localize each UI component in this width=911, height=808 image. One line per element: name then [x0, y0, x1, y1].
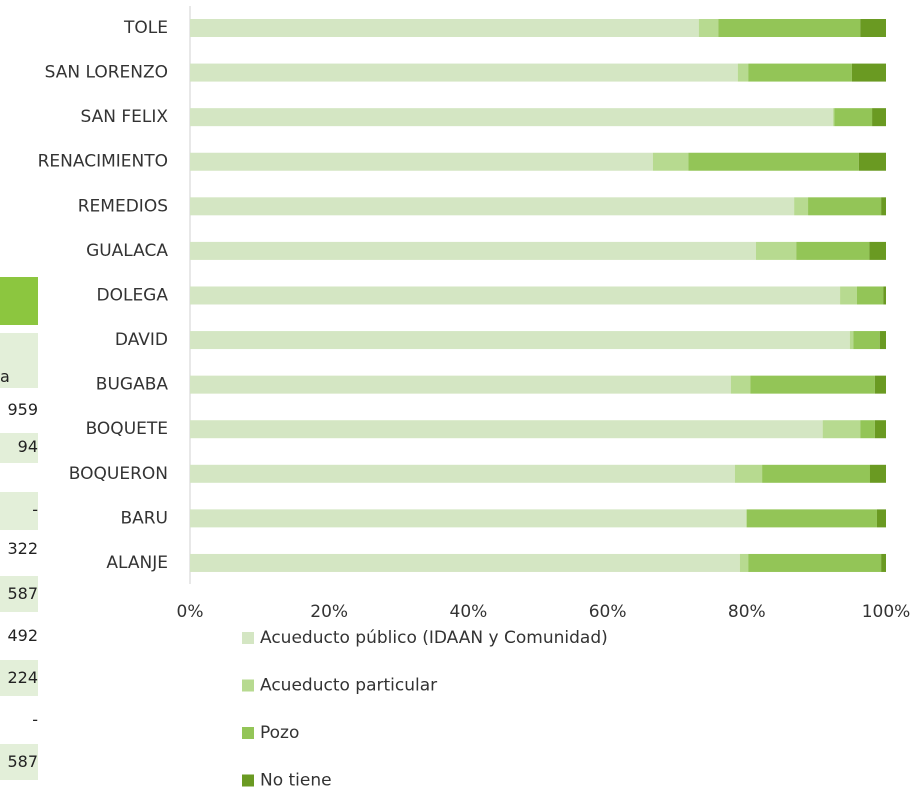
bar-segment: [739, 553, 749, 572]
bar-segment: [190, 509, 747, 528]
y-tick-label: TOLE: [123, 18, 168, 38]
y-tick-label: DOLEGA: [97, 285, 169, 305]
bar-segment: [762, 464, 870, 483]
table-cell: a: [0, 367, 10, 386]
bar-segment: [190, 464, 735, 483]
table-cell: 587: [7, 752, 38, 771]
legend-swatch: [242, 774, 254, 787]
bar-segment: [190, 108, 834, 127]
bar-segment: [190, 286, 841, 305]
x-tick-label: 20%: [310, 602, 348, 622]
bar-segment: [840, 286, 857, 305]
y-tick-label: RENACIMIENTO: [38, 152, 168, 172]
bar-segment: [718, 19, 861, 37]
legend-label: Pozo: [260, 723, 299, 743]
bar-segment: [688, 152, 859, 171]
bar-segment: [755, 241, 797, 260]
bar-segment: [190, 241, 756, 260]
bar-segment: [853, 331, 880, 350]
bar-segment: [190, 197, 795, 216]
bar-segment: [860, 19, 886, 37]
y-tick-label: DAVID: [115, 330, 168, 350]
bar-segment: [874, 375, 886, 394]
bar-segment: [796, 241, 870, 260]
bar-segment: [851, 63, 886, 82]
bar-segment: [856, 286, 884, 305]
bar-segment: [869, 464, 886, 483]
bar-segment: [737, 63, 749, 82]
table-row-bg: [0, 433, 38, 463]
y-tick-label: SAN FELIX: [80, 107, 168, 127]
side-table: a 959 94 - 322 587 492 224 - 587: [0, 0, 40, 808]
bar-segment: [652, 152, 689, 171]
legend-swatch: [242, 632, 254, 644]
table-row-bg: [0, 744, 38, 780]
bar-segment: [869, 241, 886, 260]
y-tick-label: REMEDIOS: [78, 196, 168, 216]
legend-swatch: [242, 727, 254, 739]
x-tick-label: 80%: [728, 602, 766, 622]
table-row-bg: [0, 492, 38, 530]
table-cell: 322: [7, 539, 38, 558]
table-cell: 94: [17, 437, 38, 456]
bar-segment: [849, 331, 854, 350]
table-row-bg: [0, 576, 38, 612]
x-tick-label: 0%: [177, 602, 204, 622]
y-tick-label: BUGABA: [96, 375, 169, 395]
bar-segment: [190, 331, 850, 350]
x-tick-label: 60%: [589, 602, 627, 622]
legend-label: No tiene: [260, 771, 332, 791]
bar-segment: [750, 375, 875, 394]
bar-segment: [748, 553, 882, 572]
bar-segment: [190, 420, 823, 439]
bar-segment: [822, 420, 861, 439]
table-cell: -: [32, 710, 38, 729]
bar-segment: [881, 197, 886, 216]
bar-segment: [746, 509, 877, 528]
y-tick-label: GUALACA: [86, 241, 168, 261]
table-row-bg: [0, 660, 38, 696]
legend-label: Acueducto particular: [260, 676, 437, 696]
bar-segment: [860, 420, 875, 439]
y-tick-label: ALANJE: [106, 553, 168, 573]
bar-segment: [794, 197, 809, 216]
bar-segment: [748, 63, 852, 82]
table-cell: -: [32, 500, 38, 519]
y-tick-label: BOQUERON: [69, 464, 168, 484]
table-row-bg: [0, 333, 38, 388]
y-tick-label: BOQUETE: [86, 419, 168, 439]
bar-segment: [190, 152, 653, 171]
bar-segment: [190, 63, 738, 82]
table-cell: 224: [7, 668, 38, 687]
table-cell: 587: [7, 584, 38, 603]
bar-segment: [876, 509, 886, 528]
x-tick-label: 40%: [450, 602, 488, 622]
y-tick-label: SAN LORENZO: [45, 63, 168, 83]
bar-segment: [858, 152, 886, 171]
table-header: [0, 277, 38, 325]
bar-segment: [833, 108, 835, 127]
x-tick-label: 100%: [862, 602, 911, 622]
bar-segment: [190, 19, 699, 37]
bar-segment: [190, 375, 731, 394]
bar-segment: [730, 375, 751, 394]
legend-label: Acueducto público (IDAAN y Comunidad): [260, 628, 608, 648]
bar-segment: [698, 19, 719, 37]
table-cell: 959: [7, 400, 38, 419]
table-cell: 492: [7, 626, 38, 645]
bar-segment: [881, 553, 886, 572]
bar-segment: [746, 509, 747, 528]
bar-segment: [190, 553, 740, 572]
bar-segment: [872, 108, 886, 127]
y-tick-label: BARU: [120, 508, 168, 528]
bar-segment: [834, 108, 873, 127]
bar-segment: [808, 197, 882, 216]
bar-segment: [734, 464, 763, 483]
bar-segment: [883, 286, 886, 305]
legend-swatch: [242, 679, 254, 692]
bar-segment: [879, 331, 886, 350]
bar-segment: [874, 420, 886, 439]
